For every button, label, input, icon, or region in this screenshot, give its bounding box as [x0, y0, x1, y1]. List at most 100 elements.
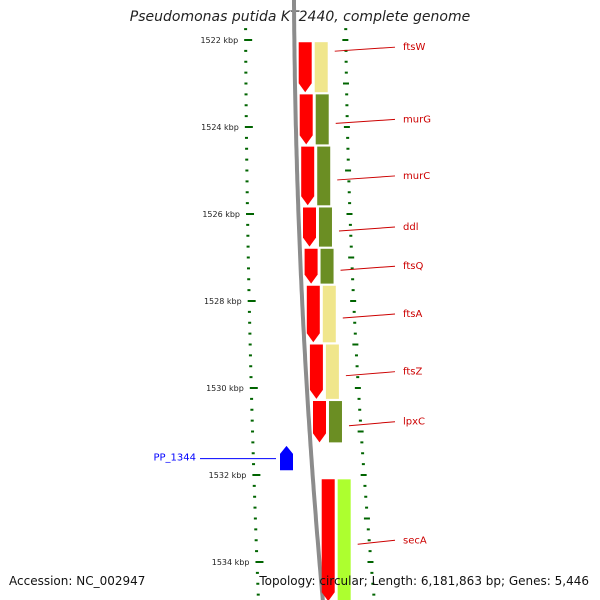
gene-label-leader [340, 265, 396, 271]
scale-minor-tick [244, 93, 248, 96]
gene-arrow-murC[interactable] [301, 146, 315, 206]
outer-tick [352, 310, 356, 313]
scale-minor-tick [252, 484, 256, 487]
scale-minor-tick [244, 115, 248, 118]
outer-tick [344, 71, 348, 74]
scale-minor-tick [256, 593, 260, 596]
gene-label-lpxC[interactable]: lpxC [403, 417, 425, 428]
scale-minor-tick [253, 495, 257, 498]
scale-tick-label: 1526 kbp [202, 210, 240, 219]
scale-minor-tick [245, 158, 249, 161]
outer-tick [348, 202, 352, 205]
gene-arrow-ftsW[interactable] [298, 42, 312, 93]
scale-minor-tick [256, 582, 260, 585]
scale-minor-tick [253, 506, 257, 509]
scale-tick-label: 1534 kbp [212, 558, 250, 567]
gene-label-ftsQ[interactable]: ftsQ [403, 261, 423, 272]
gene-label-ftsA[interactable]: ftsA [403, 309, 422, 320]
gene-arrow-ftsA[interactable] [306, 285, 320, 343]
gene-arrow-secA[interactable] [321, 479, 335, 600]
scale-minor-tick [245, 202, 249, 205]
scale-minor-tick [244, 60, 248, 63]
outer-tick [358, 408, 362, 411]
outer-tick [357, 430, 364, 433]
outer-tick [346, 213, 353, 215]
scale-minor-tick [249, 376, 253, 379]
gene-band-murG [315, 94, 329, 145]
outer-tick [354, 354, 358, 357]
scale-minor-tick [245, 191, 249, 194]
outer-tick [371, 582, 375, 585]
scale-tick-label: 1522 kbp [200, 36, 238, 45]
gene-band-ftsZ [325, 344, 339, 399]
scale-minor-tick [248, 332, 252, 335]
outer-tick [360, 441, 364, 444]
reverse-feature-label[interactable]: PP_1344 [153, 453, 196, 464]
scale-minor-tick [247, 310, 251, 313]
scale-minor-tick [245, 147, 249, 150]
outer-tick [363, 517, 370, 520]
gene-band-secA [337, 479, 351, 600]
gene-label-secA[interactable]: secA [403, 535, 427, 546]
gene-label-leader [348, 421, 396, 427]
scale-major-tick [246, 213, 255, 215]
reverse-feature-arrow[interactable] [280, 445, 293, 471]
gene-label-leader [334, 46, 396, 52]
scale-minor-tick [246, 245, 250, 248]
gene-band-ftsQ [320, 248, 334, 284]
outer-tick [363, 484, 367, 487]
gene-arrow-ftsZ[interactable] [309, 344, 323, 399]
gene-arrow-ftsQ[interactable] [304, 248, 318, 284]
genome-summary: Topology: circular; Length: 6,181,863 bp… [259, 574, 589, 588]
gene-label-murC[interactable]: murC [403, 171, 430, 182]
scale-minor-tick [254, 539, 258, 542]
gene-band-ftsA [322, 285, 336, 343]
gene-arrow-ddl[interactable] [303, 207, 316, 247]
scale-minor-tick [244, 136, 248, 139]
scale-tick-label: 1530 kbp [206, 384, 244, 393]
scale-minor-tick [253, 517, 257, 520]
accession-label: Accession: NC_002947 [9, 574, 146, 588]
outer-tick [348, 256, 355, 259]
outer-tick [342, 39, 349, 41]
scale-minor-tick [251, 441, 255, 444]
gene-band-murC [317, 146, 331, 206]
scale-minor-tick [251, 452, 255, 455]
outer-tick [372, 593, 376, 596]
gene-label-ftsW[interactable]: ftsW [403, 42, 425, 53]
scale-minor-tick [254, 528, 258, 531]
scale-minor-tick [245, 180, 249, 183]
outer-tick [356, 376, 360, 379]
scale-tick-label: 1532 kbp [209, 471, 247, 480]
outer-tick [345, 115, 349, 118]
outer-tick [358, 419, 362, 422]
gene-label-leader [342, 313, 396, 319]
gene-arrow-murG[interactable] [299, 94, 313, 145]
gene-label-murG[interactable]: murG [403, 114, 431, 125]
gene-label-leader [357, 539, 396, 545]
scale-minor-tick [244, 28, 248, 31]
scale-major-tick [247, 300, 256, 302]
gene-label-ftsZ[interactable]: ftsZ [403, 367, 422, 378]
outer-tick [361, 463, 365, 466]
outer-tick [350, 267, 354, 270]
outer-tick [345, 169, 352, 172]
outer-tick [349, 234, 353, 237]
gene-label-ddl[interactable]: ddl [403, 222, 418, 233]
scale-minor-tick [248, 354, 252, 357]
outer-tick [350, 300, 357, 302]
scale-minor-tick [250, 419, 254, 422]
outer-tick [348, 223, 352, 226]
gene-band-ddl [318, 207, 332, 247]
scale-tick-label: 1528 kbp [204, 297, 242, 306]
scale-minor-tick [248, 343, 252, 346]
outer-tick [361, 452, 365, 455]
outer-tick [370, 571, 374, 574]
gene-label-leader [338, 226, 396, 232]
gene-band-lpxC [328, 401, 342, 443]
gene-arrow-lpxC[interactable] [313, 401, 326, 443]
scale-major-tick [244, 126, 253, 128]
outer-tick [351, 289, 355, 292]
outer-tick [355, 365, 359, 368]
